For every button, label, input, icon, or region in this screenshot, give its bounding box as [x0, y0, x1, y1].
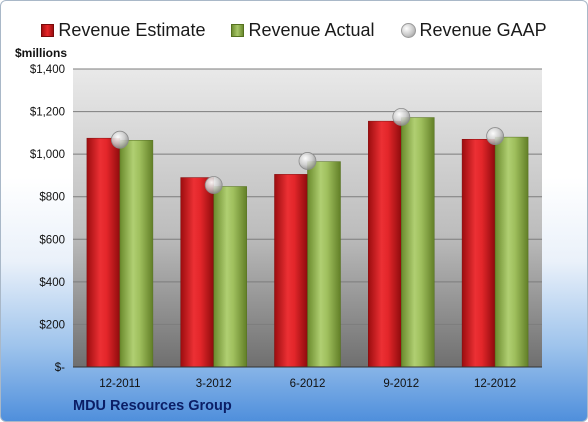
x-tick-label: 12-2011 — [99, 378, 140, 390]
gaap-marker — [298, 152, 317, 170]
bar-revenue-estimate — [461, 138, 496, 368]
bar-revenue-estimate — [86, 137, 121, 368]
bar-revenue-estimate — [274, 174, 308, 368]
y-tick-label: $1,400 — [30, 64, 65, 76]
bar-revenue-actual — [307, 161, 341, 368]
gaap-markers — [111, 107, 505, 194]
legend-item-estimate: Revenue Estimate — [41, 20, 205, 41]
bar-revenue-actual — [213, 186, 247, 368]
y-tick-label: $200 — [39, 319, 65, 331]
company-name: MDU Resources Group — [73, 398, 232, 414]
bar-revenue-estimate — [180, 177, 214, 368]
x-axis-ticks: 12-2011 3-2012 6-2012 9-2012 12-2012 — [99, 378, 516, 390]
legend-label-gaap: Revenue GAAP — [419, 19, 547, 40]
legend-swatch-estimate — [41, 23, 55, 37]
x-tick-label: 3-2012 — [196, 378, 232, 390]
y-tick-label: $800 — [39, 192, 65, 204]
legend-swatch-actual — [231, 23, 245, 37]
y-tick-label: $600 — [39, 234, 65, 246]
x-tick-label: 12-2012 — [474, 378, 516, 390]
y-axis-ticks: $- $200 $400 $600 $800 $1,000 $1,200 $1,400 — [30, 64, 65, 374]
bar-revenue-actual — [494, 136, 529, 368]
bar-revenue-actual — [401, 117, 435, 368]
gaap-marker — [204, 176, 223, 194]
bar-revenue-estimate — [368, 120, 402, 368]
legend: Revenue Estimate Revenue Actual Revenue … — [1, 17, 587, 43]
x-tick-label: 9-2012 — [383, 378, 419, 390]
legend-label-estimate: Revenue Estimate — [58, 19, 206, 40]
y-tick-label: $400 — [39, 277, 65, 289]
y-tick-label: $- — [55, 362, 65, 374]
bar-revenue-actual — [119, 140, 154, 368]
legend-item-gaap: Revenue GAAP — [400, 19, 547, 41]
legend-marker-gaap — [400, 22, 416, 38]
x-tick-label: 6-2012 — [290, 378, 326, 390]
legend-label-actual: Revenue Actual — [248, 19, 375, 40]
y-tick-label: $1,000 — [30, 149, 65, 161]
bars — [86, 117, 529, 368]
y-unit-label: $millions — [15, 46, 68, 60]
gaap-marker — [486, 127, 505, 145]
legend-item-actual: Revenue Actual — [231, 19, 375, 41]
gaap-marker — [392, 107, 411, 126]
y-tick-label: $1,200 — [30, 107, 65, 119]
gaap-marker — [111, 130, 129, 149]
